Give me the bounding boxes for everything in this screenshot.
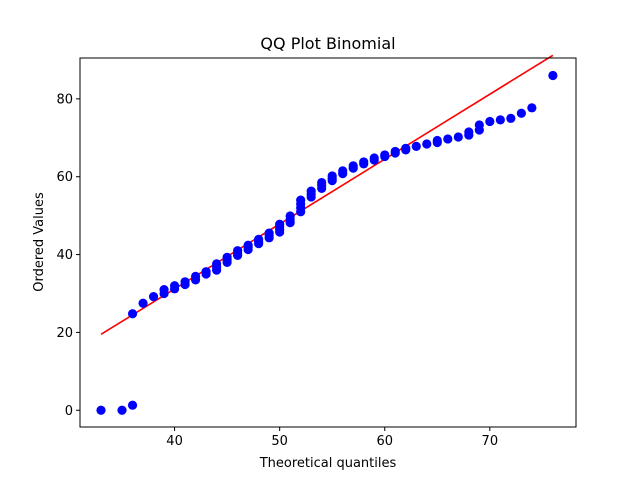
data-point xyxy=(285,211,295,221)
data-point xyxy=(201,267,211,277)
data-point xyxy=(338,166,348,176)
y-tick-label: 60 xyxy=(56,170,73,185)
data-point xyxy=(222,252,232,262)
data-point xyxy=(401,143,411,153)
data-point xyxy=(390,146,400,157)
data-point xyxy=(148,292,159,302)
data-point xyxy=(369,153,379,163)
data-point xyxy=(527,103,537,113)
data-point xyxy=(453,132,463,142)
data-point xyxy=(516,108,526,118)
data-point xyxy=(495,115,505,125)
data-point xyxy=(422,139,432,149)
data-point xyxy=(485,116,495,127)
data-point xyxy=(443,134,453,144)
data-point xyxy=(464,127,474,137)
y-axis-ticks: 0 20 40 60 80 xyxy=(56,92,80,419)
x-axis-ticks: 40 50 60 70 xyxy=(166,427,498,449)
chart-title: QQ Plot Binomial xyxy=(260,34,395,53)
data-point xyxy=(169,281,180,291)
data-point xyxy=(432,135,442,146)
y-tick-label: 20 xyxy=(56,326,73,341)
data-point xyxy=(317,177,327,188)
data-point xyxy=(190,271,201,281)
y-tick-label: 0 xyxy=(65,404,73,419)
data-point xyxy=(359,157,369,167)
data-point xyxy=(548,70,558,81)
data-point xyxy=(254,234,264,244)
axes-frame xyxy=(79,57,577,428)
data-point xyxy=(306,186,316,196)
data-point xyxy=(348,161,358,171)
data-point xyxy=(411,141,421,151)
data-point xyxy=(474,120,484,130)
data-point xyxy=(96,405,106,415)
data-point xyxy=(506,113,516,123)
data-point xyxy=(243,240,253,250)
data-point xyxy=(212,259,222,269)
data-point xyxy=(180,277,190,287)
data-point xyxy=(159,285,169,295)
data-point xyxy=(296,195,306,205)
data-point xyxy=(138,298,148,308)
data-point xyxy=(380,150,390,160)
y-tick-label: 40 xyxy=(56,248,73,263)
data-point xyxy=(275,219,285,229)
x-tick-label: 70 xyxy=(482,434,499,449)
data-point xyxy=(233,246,243,256)
plot-area xyxy=(96,54,558,415)
data-point xyxy=(127,309,138,319)
x-tick-label: 60 xyxy=(376,434,393,449)
data-point xyxy=(264,228,274,238)
x-tick-label: 40 xyxy=(166,434,183,449)
x-tick-label: 50 xyxy=(271,434,288,449)
data-point xyxy=(127,400,138,410)
data-point xyxy=(327,171,337,181)
x-axis-label: Theoretical quantiles xyxy=(259,456,397,471)
y-tick-label: 80 xyxy=(56,92,73,107)
data-points xyxy=(96,70,558,415)
data-point xyxy=(117,405,127,415)
y-axis-label: Ordered Values xyxy=(32,192,47,292)
